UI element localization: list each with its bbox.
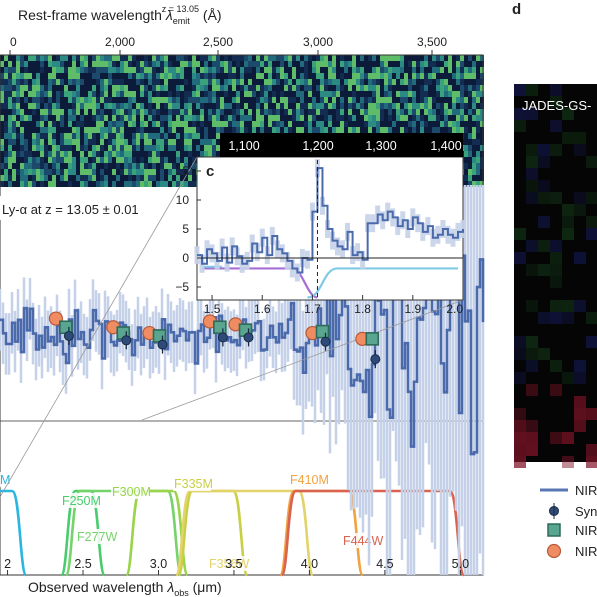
bottom-tick-label: 4.0 (301, 557, 318, 571)
inset-y-tick-label: 15 (176, 164, 190, 178)
synthetic-point (121, 335, 132, 346)
synthetic-point (63, 330, 74, 341)
inset-x-tick-label: 1.5 (204, 302, 221, 316)
filter-label: M (0, 473, 10, 487)
bottom-tick-label: 3.0 (150, 557, 167, 571)
bottom-tick-label: 4.5 (376, 557, 393, 571)
panel-d: d JADES-GS- NIR Syn NIR NIR (512, 1, 597, 559)
filter-label: F444W (343, 534, 383, 548)
legend-label-synthetic: Syn (575, 504, 597, 519)
synthetic-point (157, 339, 168, 350)
top-axis: Rest-frame wavelength λemitz = 13.05 (Å)… (9, 4, 447, 55)
synthetic-point (217, 332, 228, 343)
filter-label: F410M (290, 473, 329, 487)
inset-spectrum-line (197, 167, 464, 274)
inset-y-tick-label: 10 (176, 193, 190, 207)
panel-d-legend: NIR Syn NIR NIR (540, 483, 597, 559)
lya-annotation: Ly-α at z = 13.05 ± 0.01 (0, 196, 158, 220)
inset-y-tick-label: 5 (182, 222, 189, 236)
filter-label: F335M (174, 477, 213, 491)
zoom-guides (0, 156, 464, 498)
legend-nircam-marker (547, 523, 561, 537)
inset-top-tick-label: 1,100 (228, 139, 259, 153)
x-axis-label: Observed wavelength λobs (μm) (28, 579, 222, 597)
synthetic-point (243, 332, 254, 343)
synthetic-point (370, 354, 381, 365)
panel-d-image (514, 84, 597, 468)
nircam-point (213, 320, 227, 335)
bottom-axis: 2 2.5 3.0 3.5 4.0 4.5 5.0 Observed wavelength … (4, 557, 469, 597)
synthetic-point (320, 336, 331, 347)
inset-x-tick-label: 1.6 (254, 302, 271, 316)
filter-curve (174, 489, 315, 577)
inset-y-tick-label: 0 (182, 251, 189, 265)
legend-label-nircam: NIR (575, 523, 597, 538)
top-tick-label: 2,000 (105, 35, 135, 49)
nircam-point (315, 324, 330, 339)
bottom-tick-label: 2 (4, 557, 11, 571)
filter-label: F300M (112, 485, 151, 499)
filter-label: F356W (209, 557, 249, 571)
top-axis-label: Rest-frame wavelength λemitz = 13.05 (Å) (18, 4, 222, 26)
photometry-points (48, 311, 381, 369)
bottom-tick-label: 5.0 (452, 557, 469, 571)
legend-label-model: NIR (575, 544, 597, 559)
inset-top-tick-label: 1,400 (430, 139, 461, 153)
panel-label-d: d (512, 1, 521, 18)
inset-x-tick-label: 1.9 (404, 302, 421, 316)
lya-annotation-text: Ly-α at z = 13.05 ± 0.01 (2, 202, 139, 217)
2d-spectrum-strip (0, 55, 484, 187)
bottom-tick-label: 2.5 (74, 557, 91, 571)
inset-x-tick-label: 2.0 (446, 302, 463, 316)
legend-model-marker (546, 543, 562, 559)
legend-label-nir-spectrum: NIR (575, 483, 597, 498)
bottom-tick-label: 3.5 (225, 557, 242, 571)
top-tick-label: 3,500 (417, 35, 447, 49)
top-tick-label: 3,000 (303, 35, 333, 49)
panel-label-c: c (206, 163, 214, 180)
inset-x-tick-label: 1.8 (354, 302, 371, 316)
inset-y-tick-label: −5 (175, 280, 189, 294)
top-tick-label: 2,500 (203, 35, 233, 49)
inset-top-tick-label: 1,300 (365, 139, 396, 153)
inset-panel-c: 1,100 1,200 1,300 1,400 15 10 5 0 −5 1.5 1.6 1.7 1.8… (175, 133, 466, 316)
panel-d-image-label: JADES-GS- (522, 98, 591, 113)
filter-label: F250M (62, 494, 101, 508)
inset-x-tick-label: 1.7 (304, 302, 321, 316)
filter-curve (0, 489, 28, 577)
nircam-point (365, 332, 380, 346)
top-tick-label: 0 (10, 35, 17, 49)
filter-label: F277W (77, 530, 117, 544)
inset-top-tick-label: 1,200 (302, 139, 333, 153)
